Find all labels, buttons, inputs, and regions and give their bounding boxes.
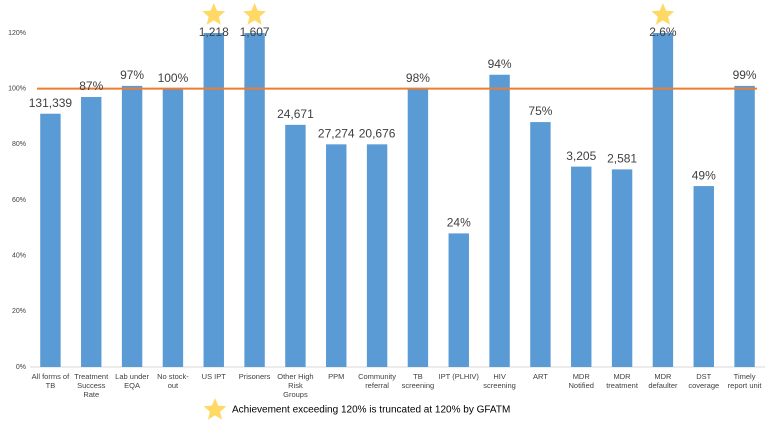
bar xyxy=(285,124,306,367)
data-label: 98% xyxy=(406,71,430,85)
x-tick-label: Community referral xyxy=(358,372,397,390)
y-tick-label: 120% xyxy=(8,30,26,37)
data-label: 2.6% xyxy=(649,25,677,39)
data-label: 94% xyxy=(488,57,512,71)
y-tick-label: 20% xyxy=(12,308,26,315)
x-tick-label: Treatment Success Rate xyxy=(74,372,109,399)
x-tick-label: Lab under EQA xyxy=(115,372,149,390)
data-label: 2,581 xyxy=(607,152,637,166)
star xyxy=(202,3,226,25)
data-label: 100% xyxy=(158,71,189,85)
bar xyxy=(489,74,510,367)
bar xyxy=(244,33,265,367)
x-tick-label: DST coverage xyxy=(688,372,720,390)
bar xyxy=(448,233,469,367)
data-label: 24% xyxy=(447,216,471,230)
bar xyxy=(121,85,143,367)
y-tick-label: 60% xyxy=(12,197,26,204)
x-tick-label: All forms of TB xyxy=(31,372,70,390)
x-tick-label: Other High Risk Groups xyxy=(277,372,314,399)
star xyxy=(651,3,675,25)
data-label: 75% xyxy=(528,104,552,118)
data-label: 97% xyxy=(120,68,144,82)
bar xyxy=(530,122,551,367)
bar xyxy=(366,144,388,367)
y-tick-label: 80% xyxy=(12,141,26,148)
star xyxy=(243,3,266,25)
x-tick-label: HIV screening xyxy=(483,372,516,390)
bar xyxy=(407,88,429,368)
y-tick-label: 0% xyxy=(16,364,26,371)
x-tick-label: Prisoners xyxy=(238,372,271,381)
x-tick-label: Timely report unit xyxy=(727,372,762,390)
data-label: 131,339 xyxy=(29,96,73,110)
x-tick-label: MDR Notified xyxy=(568,372,594,390)
data-label: 99% xyxy=(733,68,757,82)
legend-star xyxy=(203,398,227,420)
x-tick-label: PPM xyxy=(328,372,345,381)
bar xyxy=(611,169,633,367)
legend-text: Achievement exceeding 120% is truncated … xyxy=(232,405,510,416)
bar xyxy=(571,166,592,367)
x-tick-label: MDR treatment xyxy=(606,372,638,390)
bar xyxy=(81,97,102,368)
x-tick-label: ART xyxy=(532,372,548,381)
y-tick-label: 100% xyxy=(8,86,26,93)
x-tick-label: US IPT xyxy=(201,372,226,381)
data-label: 27,274 xyxy=(318,127,355,141)
data-label: 49% xyxy=(692,168,716,182)
bar xyxy=(203,33,224,367)
x-tick-label: No stock-out xyxy=(157,372,189,390)
data-label: 3,205 xyxy=(566,149,596,163)
data-label: 24,671 xyxy=(277,107,314,121)
bar xyxy=(734,85,755,367)
bar xyxy=(693,186,714,367)
bar xyxy=(40,113,61,367)
bar xyxy=(162,88,184,368)
data-label: 1,218 xyxy=(199,25,229,39)
bar xyxy=(652,33,674,367)
x-tick-label: TB screening xyxy=(401,372,435,390)
x-tick-label: MDR defaulter xyxy=(648,372,678,390)
x-tick-label: IPT (PLHIV) xyxy=(438,372,479,381)
y-tick-label: 40% xyxy=(12,253,26,260)
bar xyxy=(326,144,347,367)
data-label: 1,607 xyxy=(240,25,270,39)
data-label: 87% xyxy=(79,79,103,93)
data-label: 20,676 xyxy=(359,127,396,141)
